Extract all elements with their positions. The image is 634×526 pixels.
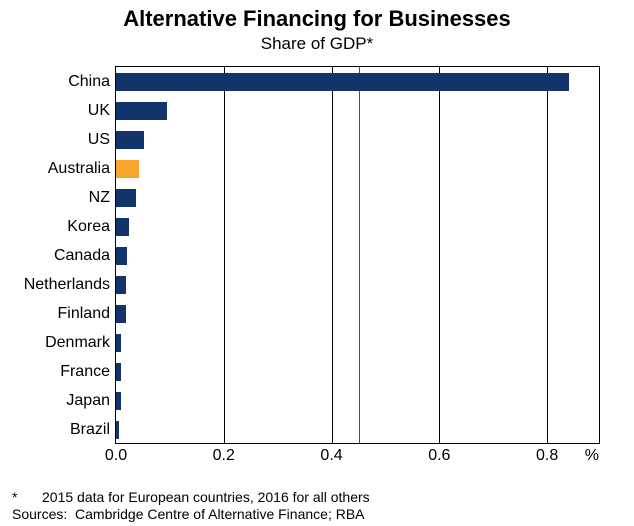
footnote-marker: * <box>12 489 42 505</box>
y-category-label: Korea <box>67 218 116 236</box>
y-category-label: France <box>60 363 116 381</box>
y-category-label: Japan <box>66 392 116 410</box>
bar <box>116 334 121 352</box>
x-tick-label: 0.4 <box>320 447 342 465</box>
chart-subtitle: Share of GDP* <box>0 34 634 54</box>
y-category-label: Denmark <box>45 334 116 352</box>
bar <box>116 160 139 178</box>
y-category-label: Finland <box>58 305 116 323</box>
bar <box>116 305 126 323</box>
chart-area: 0.0 0.2 0.4 0.6 0.8% China UK US Australia NZ Kore… <box>10 66 624 466</box>
plot-area: 0.00.20.40.60.8%ChinaUKUSAustraliaNZKore… <box>115 66 600 444</box>
x-tick-label: 0.6 <box>428 447 450 465</box>
y-category-label: Australia <box>48 160 116 178</box>
y-category-label: US <box>88 131 116 149</box>
footnote: *2015 data for European countries, 2016 … <box>12 489 370 505</box>
footnote-text: 2015 data for European countries, 2016 f… <box>42 489 370 505</box>
bar <box>116 247 127 265</box>
bar <box>116 421 119 439</box>
y-category-label: Canada <box>54 247 116 265</box>
bar <box>116 276 126 294</box>
y-category-label: UK <box>88 102 116 120</box>
y-category-label: Netherlands <box>24 276 116 294</box>
chart-title: Alternative Financing for Businesses <box>0 6 634 32</box>
y-category-label: Brazil <box>70 421 116 439</box>
x-tick-label: 0.0 <box>105 447 127 465</box>
bar <box>116 218 129 236</box>
bar <box>116 102 167 120</box>
bar <box>116 189 136 207</box>
x-gridline <box>547 67 548 443</box>
plot-midline <box>359 67 360 443</box>
bar <box>116 363 121 381</box>
y-category-label: NZ <box>89 189 116 207</box>
x-tick-label: 0.8 <box>536 447 558 465</box>
x-gridline <box>439 67 440 443</box>
bar <box>116 131 144 149</box>
x-tick-label: 0.2 <box>213 447 235 465</box>
x-axis-unit: % <box>585 447 599 465</box>
x-gridline <box>224 67 225 443</box>
bar <box>116 73 569 91</box>
x-gridline <box>332 67 333 443</box>
bar <box>116 392 121 410</box>
y-category-label: China <box>68 73 116 91</box>
